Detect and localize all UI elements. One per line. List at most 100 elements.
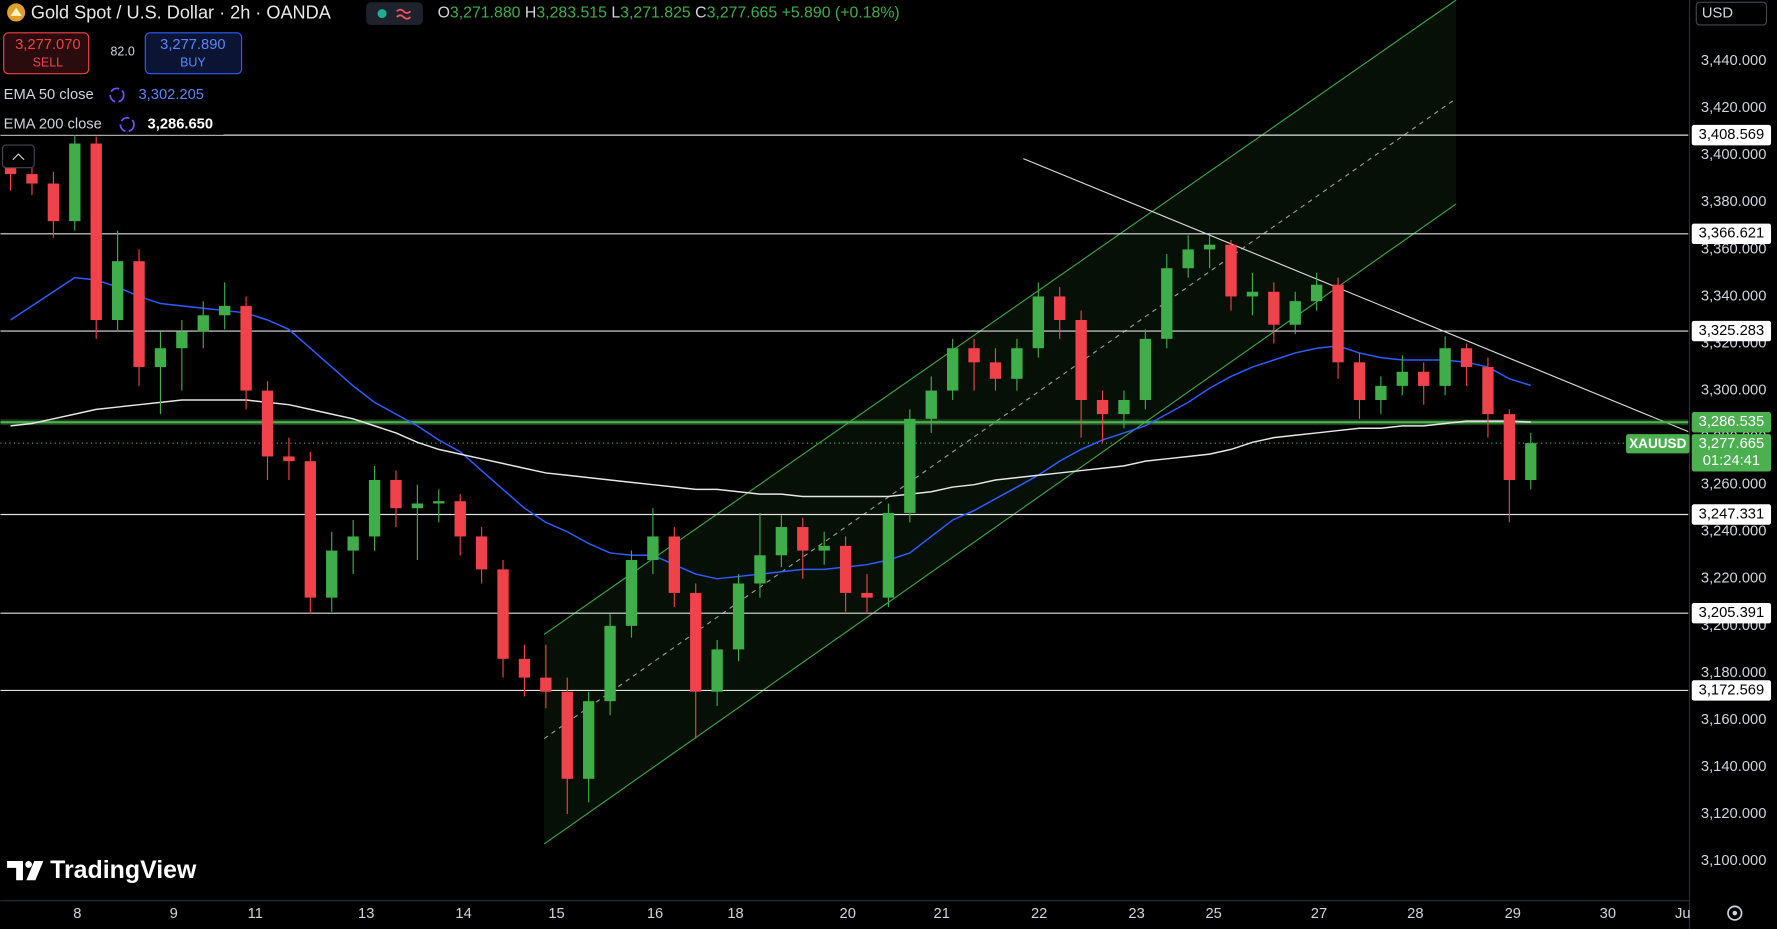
- candle-body: [1375, 385, 1387, 400]
- level-tag-label: 3,247.331: [1699, 506, 1764, 522]
- candle-body: [283, 456, 295, 462]
- y-tick-label: 3,360.000: [1701, 241, 1766, 257]
- level-tag-label: 3,408.569: [1699, 127, 1764, 143]
- y-tick-label: 3,120.000: [1701, 806, 1766, 822]
- x-tick-label: 18: [727, 906, 743, 922]
- ema-icon: [109, 87, 125, 103]
- last-price-label: 3,277.665: [1699, 436, 1764, 452]
- candle-body: [561, 691, 573, 779]
- y-tick-label: 3,220.000: [1701, 571, 1766, 587]
- candle-body: [240, 305, 252, 391]
- x-tick-label: 21: [934, 906, 950, 922]
- candle-body: [454, 501, 466, 537]
- candle-body: [1310, 284, 1323, 302]
- ohlc-label: C: [695, 5, 706, 22]
- symbol-logo-mark: [10, 7, 22, 16]
- ema-legend-name: EMA 50 close: [4, 87, 94, 103]
- candle-body: [604, 625, 616, 702]
- y-tick-label: 3,400.000: [1701, 147, 1766, 163]
- candle-body: [1032, 296, 1044, 349]
- y-tick-label: 3,340.000: [1701, 288, 1766, 304]
- x-tick-label: 9: [170, 906, 178, 922]
- currency[interactable]: USD: [1702, 5, 1733, 21]
- sell-button[interactable]: 3,277.070 SELL: [3, 32, 90, 75]
- brand-name: TradingView: [50, 856, 197, 884]
- level-tag-label: 3,366.621: [1699, 226, 1764, 242]
- candle-body: [1203, 244, 1216, 250]
- buy-button[interactable]: 3,277.890 BUY: [144, 32, 243, 75]
- y-tick-label: 3,240.000: [1701, 524, 1766, 540]
- collapse-button[interactable]: [1, 144, 35, 169]
- trend-line: [1023, 158, 1689, 433]
- sell-label[interactable]: SELL: [33, 56, 64, 70]
- ohlc-label: L: [611, 5, 620, 22]
- candle-body: [882, 512, 895, 598]
- candle-body: [797, 527, 809, 551]
- candle-body: [47, 183, 60, 222]
- x-tick-label: 8: [73, 906, 81, 922]
- y-tick-label: 3,100.000: [1701, 853, 1766, 869]
- ohlc-value: 3,277.665: [707, 5, 778, 22]
- spread: 82.0: [111, 44, 135, 58]
- ohlc-value: 3,271.880: [450, 5, 521, 22]
- candle-body: [26, 174, 38, 184]
- candle-body: [69, 143, 81, 222]
- currency-box[interactable]: [1695, 1, 1768, 26]
- candle-body: [989, 362, 1002, 379]
- ohlc-readout: O3,271.880 H3,283.515 L3,271.825 C3,277.…: [438, 5, 900, 22]
- candle-body: [1054, 296, 1066, 320]
- logo-mark: [26, 861, 44, 881]
- candle-body: [1096, 399, 1109, 415]
- x-tick-label: 30: [1600, 906, 1616, 922]
- candle-body: [583, 701, 595, 779]
- candle-body: [925, 390, 937, 419]
- y-tick-label: 3,300.000: [1701, 382, 1766, 398]
- candle-body: [133, 261, 145, 368]
- level-tag-label: 3,325.283: [1699, 323, 1764, 339]
- brand-logo: TradingView: [7, 856, 197, 884]
- market-open-dot: [377, 9, 387, 19]
- candle-body: [732, 583, 745, 650]
- ema-line: [10, 276, 1531, 580]
- ohlc-label: O: [438, 5, 450, 22]
- x-tick-label: 29: [1505, 906, 1521, 922]
- sell-box[interactable]: [3, 32, 90, 75]
- level-tag: [1691, 223, 1772, 245]
- x-tick-label: 11: [248, 906, 263, 922]
- collapse-icon[interactable]: [12, 153, 25, 161]
- candle-body: [4, 164, 17, 175]
- y-tick-label: 3,380.000: [1701, 194, 1766, 210]
- settings-icon[interactable]: [1732, 910, 1738, 916]
- support-tag-label: 3,286.535: [1699, 414, 1764, 430]
- candle-body: [1418, 371, 1430, 386]
- level-tag: [1691, 602, 1772, 624]
- last-price-tag: [1691, 434, 1772, 472]
- buy-price[interactable]: 3,277.890: [160, 37, 225, 53]
- candle-body: [1011, 348, 1023, 379]
- candle-body: [347, 536, 359, 551]
- countdown: 01:24:41: [1703, 453, 1760, 469]
- candle-body: [475, 536, 488, 570]
- level-tag: [1691, 680, 1772, 701]
- candle-body: [411, 503, 424, 509]
- x-tick-label: 14: [455, 906, 471, 922]
- candle-body: [1503, 414, 1516, 480]
- data-icon: [396, 8, 412, 20]
- candle-body: [368, 479, 381, 537]
- sell-price[interactable]: 3,277.070: [15, 37, 80, 53]
- settings-icon[interactable]: [1727, 905, 1743, 921]
- buy-label[interactable]: BUY: [180, 56, 206, 70]
- level-tag: [1691, 320, 1772, 342]
- candle-body: [1225, 244, 1237, 297]
- candle-body: [711, 649, 723, 692]
- x-tick-label: 22: [1031, 906, 1047, 922]
- status-badge: [366, 2, 423, 25]
- buy-box[interactable]: [144, 32, 243, 75]
- x-tick-label: 15: [548, 906, 564, 922]
- candle-body: [433, 501, 445, 504]
- candle-body: [176, 331, 188, 349]
- candle-body: [326, 550, 338, 598]
